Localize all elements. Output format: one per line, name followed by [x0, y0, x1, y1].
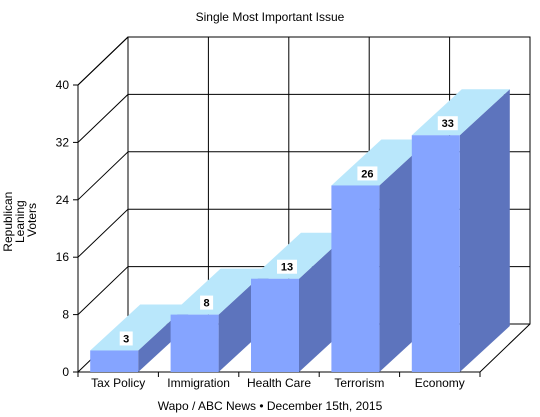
y-tick-label: 16: [56, 250, 70, 264]
y-axis-label-line-3: Voters: [25, 203, 39, 237]
data-label-bg: [200, 295, 214, 310]
y-tick-label: 0: [62, 365, 69, 379]
left-wall-top: [77, 36, 129, 86]
x-tick-label: Tax Policy: [91, 376, 145, 390]
x-tick-label: Economy: [415, 376, 465, 390]
bar-top: [411, 89, 510, 136]
bar-top: [90, 304, 189, 351]
y-tick-label: 40: [56, 78, 70, 92]
gridline-side: [77, 94, 129, 143]
bar-front: [251, 278, 299, 372]
data-label: 8: [204, 298, 210, 310]
y-axis: 0 8 16 24 32 40: [56, 78, 78, 379]
y-axis-label: Republican Leaning Voters: [1, 188, 39, 251]
bar-front: [90, 350, 139, 372]
data-label-bg: [277, 259, 297, 274]
x-tick-label: Terrorism: [334, 376, 384, 390]
bars: 3 8 13 26 33: [90, 89, 510, 372]
x-tick-label: Health Care: [247, 376, 311, 390]
bar-top: [170, 268, 269, 315]
bar-top: [331, 139, 430, 186]
bar-economy: 33: [411, 89, 510, 372]
chart-title: Single Most Important Issue: [196, 10, 345, 24]
y-tick-label: 24: [56, 193, 70, 207]
data-label-bg: [119, 331, 133, 346]
floor-edge-right: [479, 323, 531, 373]
data-label: 13: [281, 262, 293, 274]
chart-source: Wapo / ABC News • December 15th, 2015: [158, 399, 383, 413]
data-label-bg: [357, 166, 378, 181]
gridline-side: [77, 151, 129, 201]
y-axis-label-line-1: Republican: [1, 192, 15, 252]
x-tick-label: Immigration: [167, 376, 230, 390]
data-label: 3: [123, 333, 129, 345]
data-label: 26: [361, 168, 373, 180]
data-label: 33: [442, 118, 454, 130]
y-tick-label: 8: [62, 308, 69, 322]
data-label-bg: [437, 116, 458, 131]
bar-front: [411, 135, 460, 372]
bar-top: [251, 232, 349, 279]
bar-front: [170, 314, 219, 372]
bar-tax-policy: 3: [90, 304, 189, 372]
x-axis: Tax Policy Immigration Health Care Terroris…: [77, 372, 481, 390]
bar-side: [459, 89, 510, 372]
gridline-side: [77, 208, 129, 258]
gridline-side: [77, 266, 129, 315]
y-tick-label: 32: [56, 135, 70, 149]
y-axis-label-line-2: Leaning: [13, 200, 27, 243]
bar-front: [331, 185, 380, 372]
